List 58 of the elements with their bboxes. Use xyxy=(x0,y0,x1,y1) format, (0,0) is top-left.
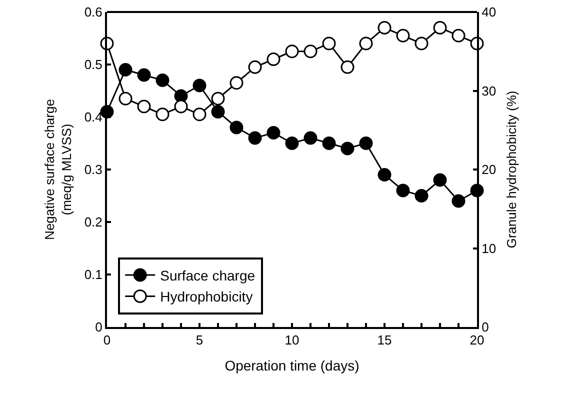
y-tick-label: 0.5 xyxy=(84,57,102,72)
y2-tick-label: 40 xyxy=(482,4,496,20)
point xyxy=(396,28,410,42)
x-tick-label: 10 xyxy=(284,332,300,348)
point xyxy=(433,173,447,187)
point xyxy=(137,68,151,82)
point xyxy=(230,76,244,90)
point xyxy=(192,78,206,92)
y-tick-label: 0.1 xyxy=(84,267,102,282)
y-tick-label: 0 xyxy=(95,320,102,335)
y2-tick-label: 30 xyxy=(482,83,496,98)
point xyxy=(378,168,392,182)
point xyxy=(452,28,466,42)
x-axis-title: Operation time (days) xyxy=(224,357,360,374)
y-tick-label: 0.2 xyxy=(84,214,102,230)
y-tick-label: 0.6 xyxy=(84,4,102,20)
point xyxy=(285,44,299,58)
y-axis-title: Negative surface charge (meq/g MLVSS) xyxy=(42,99,74,240)
point xyxy=(156,108,170,122)
point xyxy=(378,21,392,34)
point xyxy=(248,131,262,145)
point xyxy=(137,100,151,114)
point xyxy=(192,108,206,122)
point xyxy=(414,36,428,50)
point xyxy=(340,142,354,156)
point xyxy=(156,74,170,87)
point xyxy=(452,194,466,208)
point xyxy=(433,21,447,34)
point xyxy=(396,184,410,198)
legend-label: Hydrophobicity xyxy=(160,288,253,305)
point xyxy=(230,120,244,134)
point xyxy=(304,131,318,145)
legend-label: Surface charge xyxy=(160,267,256,284)
x-tick-label: 5 xyxy=(196,332,204,348)
y2-tick-label: 10 xyxy=(482,240,496,256)
point xyxy=(174,100,188,114)
point xyxy=(266,52,280,66)
point xyxy=(211,105,225,118)
point xyxy=(414,189,428,202)
y-tick-label: 0.3 xyxy=(84,162,102,178)
point xyxy=(118,63,132,76)
point xyxy=(118,92,132,106)
point xyxy=(340,60,354,74)
point xyxy=(359,36,373,50)
point xyxy=(266,126,280,140)
y2-tick-label: 20 xyxy=(482,162,496,178)
x-tick-label: 20 xyxy=(470,332,484,348)
y2-axis-title: Granule hydrophobicity (%) xyxy=(504,90,520,248)
point xyxy=(248,60,262,74)
point xyxy=(211,92,225,106)
y-tick-label: 0.4 xyxy=(84,110,102,125)
point xyxy=(359,136,373,150)
point xyxy=(322,36,336,50)
point xyxy=(322,136,336,150)
y2-tick-label: 0 xyxy=(482,320,489,335)
point xyxy=(304,44,318,58)
point xyxy=(285,136,299,150)
x-tick-label: 15 xyxy=(377,332,392,348)
